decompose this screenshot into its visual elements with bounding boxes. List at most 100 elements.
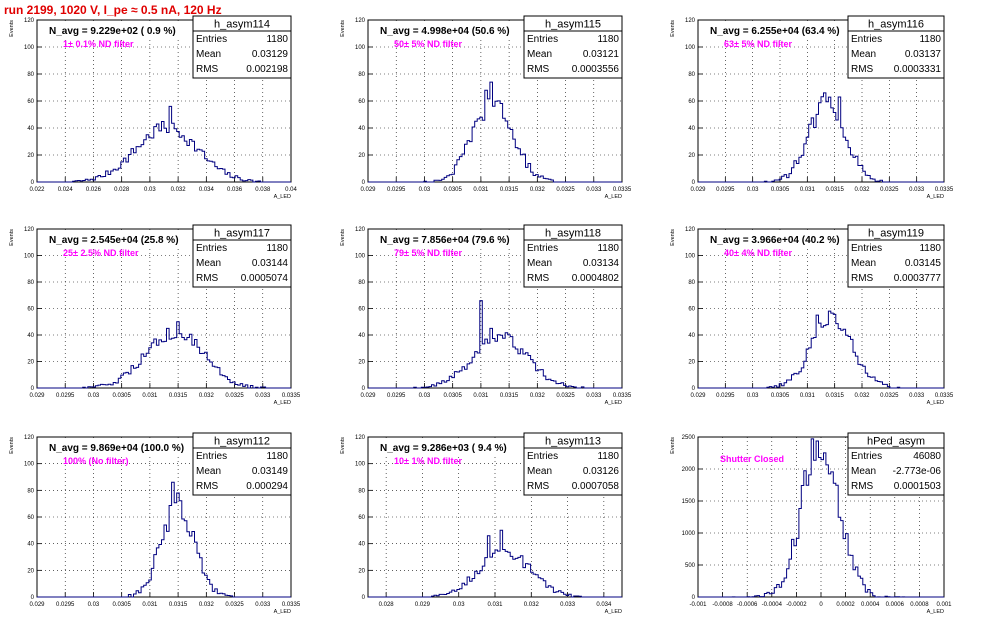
stat-label-rms: RMS [196, 481, 219, 492]
x-tick-label: 0.0305 [771, 187, 790, 193]
n-avg-box [708, 232, 868, 246]
stat-value-rms: 0.0001503 [894, 481, 942, 492]
stat-label-rms: RMS [851, 273, 874, 284]
x-tick-label: 0.03 [419, 393, 431, 399]
filter-label: 50± 5% ND filter [394, 39, 462, 49]
y-tick-label: 60 [358, 99, 365, 105]
stat-label-entries: Entries [196, 243, 227, 254]
hist-name: h_asym114 [214, 19, 270, 31]
x-tick-label: 0.0315 [500, 187, 519, 193]
run-title: run 2199, 1020 V, I_pe ≈ 0.5 nA, 120 Hz [4, 3, 222, 17]
x-axis-title: A_LED [274, 609, 291, 615]
x-tick-label: 0.0295 [56, 602, 75, 608]
y-tick-label: 0 [362, 386, 366, 392]
stat-value-mean: 0.03129 [252, 49, 289, 60]
y-tick-label: 0 [692, 180, 696, 186]
filter-label: 10± 1% ND filter [394, 456, 462, 466]
y-tick-label: 20 [27, 360, 34, 366]
stat-label-entries: Entries [851, 243, 882, 254]
stat-label-rms: RMS [196, 273, 219, 284]
y-tick-label: 100 [355, 254, 366, 260]
hist-name: h_asym112 [214, 436, 270, 448]
x-tick-label: 0.032 [530, 187, 546, 193]
n-avg-label: N_avg = 6.255e+04 (63.4 %) [710, 26, 840, 37]
stats-box [847, 15, 945, 79]
n-avg-label: N_avg = 9.286e+03 ( 9.4 %) [380, 443, 507, 454]
stat-label-mean: Mean [851, 49, 876, 60]
hist-name: h_asym117 [214, 228, 270, 240]
histogram-line [698, 438, 944, 598]
y-tick-label: 100 [24, 254, 35, 260]
y-tick-label: 80 [27, 72, 34, 78]
y-tick-label: 120 [24, 227, 35, 233]
histogram-line [368, 300, 622, 389]
stat-value-mean: 0.03144 [252, 258, 289, 269]
y-tick-label: 40 [358, 126, 365, 132]
y-tick-label: 80 [688, 72, 695, 78]
x-tick-label: 0.031 [487, 602, 503, 608]
filter-label: 25± 2.5% ND filter [63, 248, 139, 258]
stat-label-entries: Entries [527, 243, 558, 254]
stats-box [192, 432, 292, 496]
x-tick-label: 0.0295 [716, 187, 735, 193]
x-axis-title: A_LED [274, 194, 291, 200]
n-avg-box [378, 440, 538, 454]
x-axis-title: A_LED [605, 400, 622, 406]
stat-value-entries: 1180 [919, 243, 941, 254]
x-tick-label: 0.0008 [910, 602, 929, 608]
y-tick-label: 60 [27, 99, 34, 105]
y-tick-label: 60 [27, 515, 34, 521]
histogram-panel-h_asym117: 0.029 0.0295 0.03 0.0305 0.031 0.0315 0.032 0.0… [9, 224, 301, 406]
histogram-line [368, 81, 622, 183]
n-avg-label: N_avg = 4.998e+04 (50.6 %) [380, 26, 510, 37]
stat-label-rms: RMS [196, 64, 219, 75]
y-tick-label: 0 [31, 180, 35, 186]
y-tick-label: 40 [688, 126, 695, 132]
y-tick-label: 60 [688, 99, 695, 105]
x-axis-title: A_LED [927, 194, 944, 200]
filter-label: 63± 5% ND filter [724, 39, 792, 49]
x-tick-label: 0.0335 [613, 393, 632, 399]
x-tick-label: 0.032 [171, 187, 187, 193]
y-tick-label: 20 [688, 153, 695, 159]
x-tick-label: 0.033 [255, 393, 271, 399]
y-tick-label: 40 [358, 542, 365, 548]
stats-box [523, 432, 623, 496]
x-axis-title: A_LED [927, 609, 944, 615]
stat-label-entries: Entries [527, 451, 558, 462]
stat-label-mean: Mean [196, 466, 221, 477]
stat-label-rms: RMS [851, 64, 874, 75]
stat-value-entries: 46080 [913, 451, 941, 462]
y-tick-label: 60 [358, 515, 365, 521]
y-tick-label: 60 [27, 307, 34, 313]
x-tick-label: 0.04 [285, 187, 297, 193]
n-avg-box [47, 440, 213, 454]
stat-label-mean: Mean [527, 258, 552, 269]
y-tick-label: 120 [685, 18, 696, 24]
y-axis-title: Events [9, 229, 15, 246]
y-tick-label: 120 [24, 18, 35, 24]
y-tick-label: 100 [355, 462, 366, 468]
histogram-line [698, 92, 944, 183]
histogram-panel-h_asym119: 0.029 0.0295 0.03 0.0305 0.031 0.0315 0.032 0.0… [670, 224, 954, 406]
stat-value-mean: 0.03137 [905, 49, 942, 60]
x-tick-label: 0.0315 [825, 187, 844, 193]
x-tick-label: 0.032 [530, 393, 546, 399]
x-tick-label: 0.029 [360, 187, 376, 193]
x-tick-label: 0.026 [86, 187, 102, 193]
stats-box [192, 224, 292, 288]
x-tick-label: 0.029 [690, 187, 706, 193]
x-tick-label: 0.031 [142, 602, 158, 608]
y-tick-label: 120 [355, 227, 366, 233]
stat-value-mean: 0.03145 [905, 258, 942, 269]
filter-label: 100% (No filter) [63, 456, 129, 466]
x-tick-label: 0.029 [29, 393, 45, 399]
stat-value-entries: 1180 [266, 243, 288, 254]
y-axis-title: Events [9, 437, 15, 454]
x-tick-label: 0.0295 [387, 393, 406, 399]
y-tick-label: 40 [27, 126, 34, 132]
y-tick-label: 100 [685, 254, 696, 260]
x-tick-label: 0.03 [88, 602, 100, 608]
x-tick-label: 0.0325 [880, 393, 899, 399]
x-axis-title: A_LED [605, 609, 622, 615]
